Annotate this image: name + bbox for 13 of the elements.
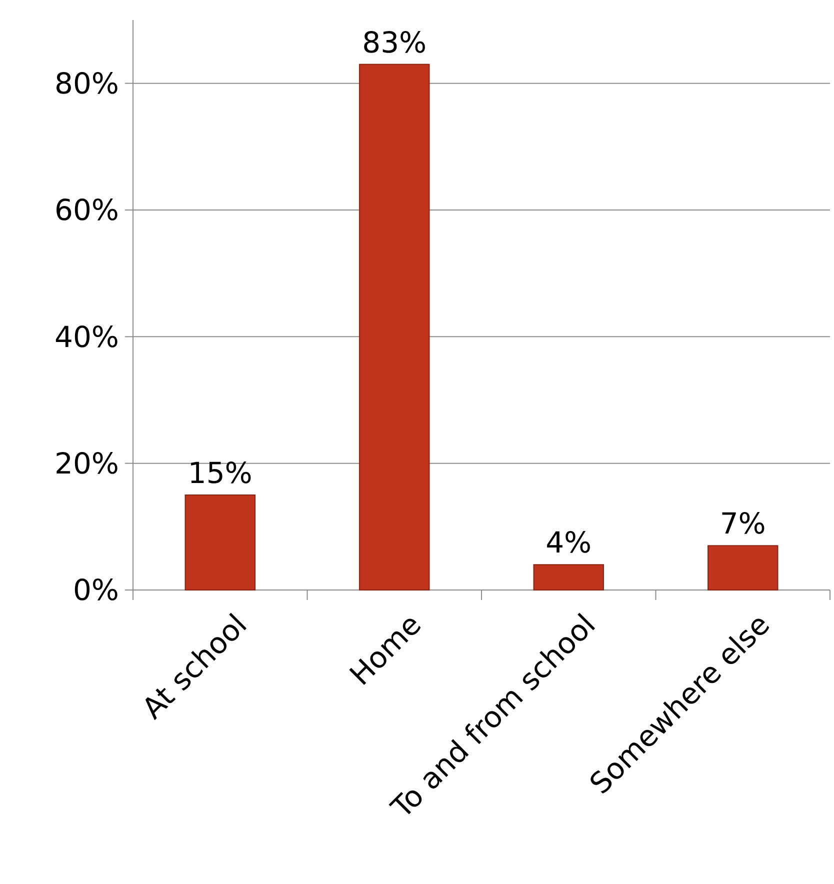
bar [184,494,256,590]
y-tick-label: 60% [54,193,119,228]
y-tick-label: 0% [72,573,119,608]
bar [708,545,778,590]
data-label: 4% [546,526,592,560]
data-label: 83% [362,25,427,60]
bar [359,64,430,590]
y-tick-label: 40% [54,320,119,354]
data-label: 7% [720,506,766,541]
bar [533,564,604,590]
y-tick-label: 80% [54,66,119,100]
data-label: 15% [188,456,252,490]
y-tick-label: 20% [54,446,119,480]
